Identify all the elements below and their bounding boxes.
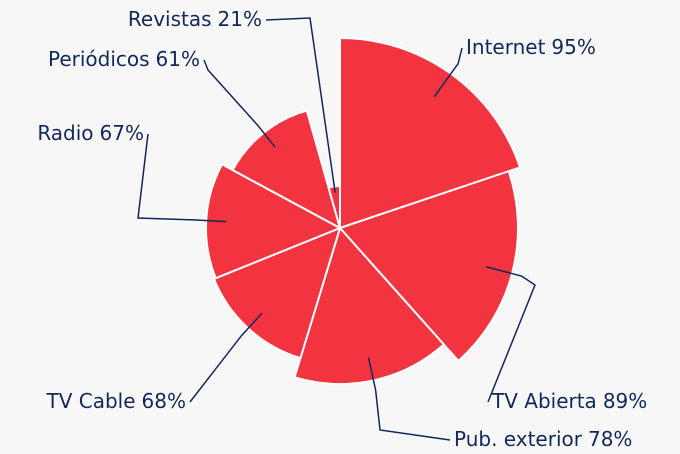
slice-label: Periódicos 61%: [48, 47, 200, 71]
value-label: 95%: [551, 35, 595, 59]
value-label: 61%: [156, 47, 200, 71]
leader-line: [203, 59, 276, 148]
value-label: 89%: [603, 389, 647, 413]
category-name: TV Cable: [46, 389, 136, 413]
category-name: TV Abierta: [491, 389, 597, 413]
category-name: Revistas: [128, 7, 212, 31]
value-label: 67%: [100, 121, 144, 145]
category-name: Periódicos: [48, 47, 150, 71]
slice-label: Internet 95%: [466, 35, 596, 59]
leader-line: [137, 133, 227, 223]
leader-line: [433, 47, 463, 98]
leader-line: [265, 17, 336, 193]
category-name: Radio: [37, 121, 93, 145]
value-label: 68%: [142, 389, 186, 413]
value-label: 21%: [218, 7, 262, 31]
leader-line: [367, 357, 451, 441]
slice-label: TV Cable 68%: [46, 389, 187, 413]
slice-label: Radio 67%: [37, 121, 144, 145]
slice-label: Revistas 21%: [128, 7, 262, 31]
category-name: Pub. exterior: [454, 427, 583, 451]
leader-line: [189, 312, 263, 403]
slice-label: Pub. exterior 78%: [454, 427, 632, 451]
slice-label: TV Abierta 89%: [491, 389, 647, 413]
category-name: Internet: [466, 35, 546, 59]
value-label: 78%: [588, 427, 632, 451]
leader-line: [486, 266, 536, 403]
